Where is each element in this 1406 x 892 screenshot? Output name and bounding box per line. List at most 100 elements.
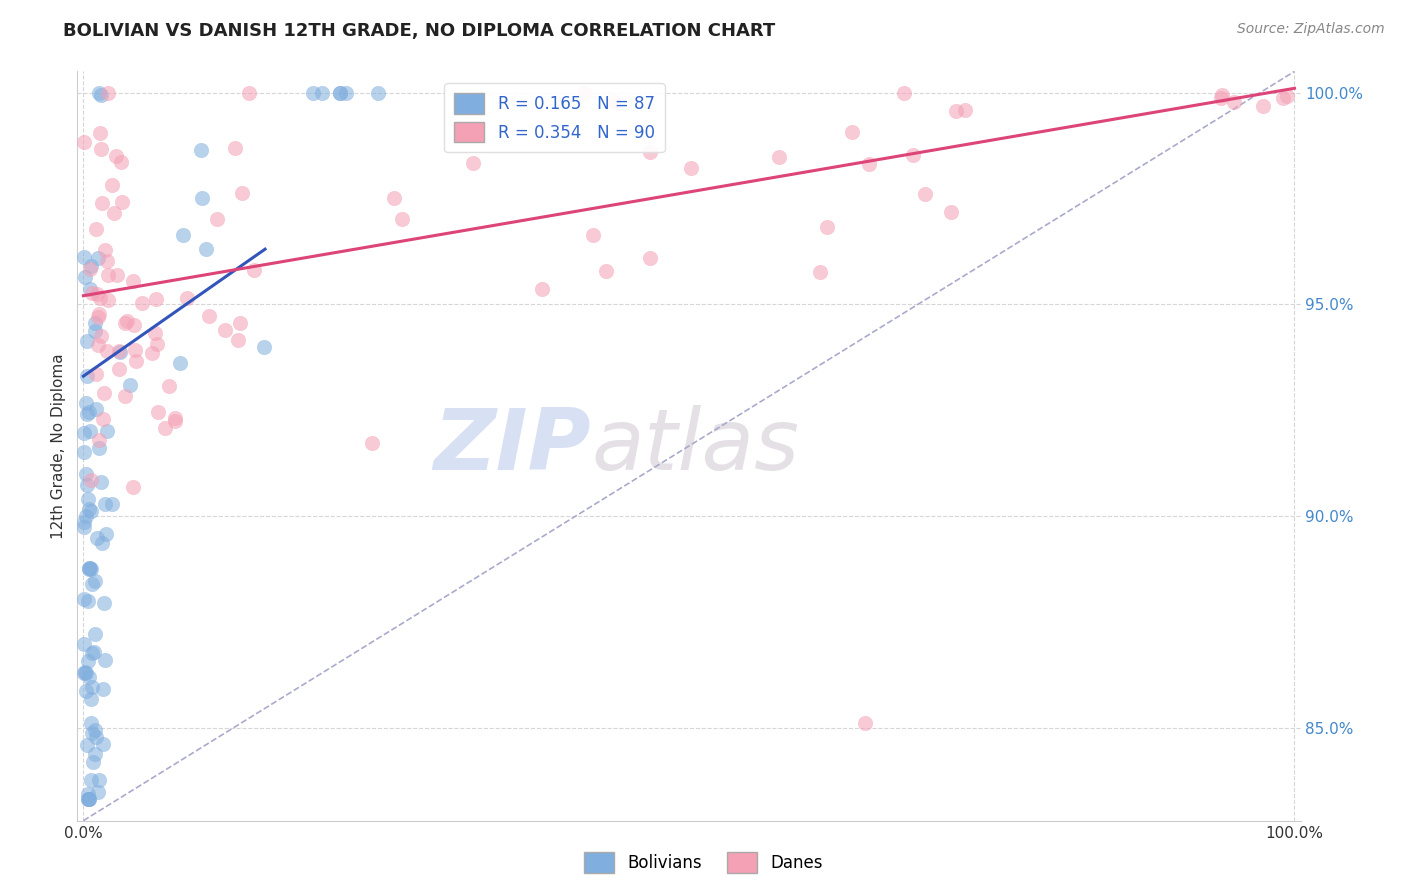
Point	[76, 738, 98, 752]
Point	[1211, 87, 1233, 102]
Point	[77, 792, 100, 806]
Point	[110, 345, 132, 359]
Point	[190, 143, 212, 157]
Point	[93, 596, 115, 610]
Point	[841, 125, 863, 139]
Point	[83, 317, 105, 331]
Point	[73, 269, 96, 284]
Point	[243, 263, 266, 277]
Point	[195, 242, 218, 256]
Point	[83, 645, 105, 659]
Point	[87, 251, 110, 265]
Point	[76, 594, 98, 608]
Point	[391, 212, 413, 227]
Point	[111, 194, 134, 209]
Point	[572, 86, 595, 100]
Point	[108, 343, 131, 358]
Point	[153, 421, 176, 435]
Point	[80, 691, 103, 706]
Point	[87, 784, 110, 798]
Point	[87, 310, 110, 324]
Point	[84, 730, 107, 744]
Point	[84, 747, 107, 761]
Point	[91, 195, 114, 210]
Point	[531, 282, 554, 296]
Point	[73, 135, 96, 149]
Point	[84, 367, 107, 381]
Point	[105, 149, 128, 163]
Point	[238, 86, 260, 100]
Point	[1209, 91, 1232, 105]
Point	[84, 324, 107, 338]
Point	[146, 405, 169, 419]
Point	[84, 402, 107, 417]
Point	[163, 411, 186, 425]
Point	[231, 186, 253, 200]
Point	[90, 329, 112, 343]
Point	[582, 228, 605, 243]
Point	[101, 497, 124, 511]
Point	[82, 755, 104, 769]
Point	[80, 474, 103, 488]
Point	[87, 433, 110, 447]
Point	[638, 251, 661, 265]
Text: ZIP: ZIP	[433, 404, 591, 488]
Point	[97, 268, 120, 282]
Point	[302, 86, 325, 100]
Point	[681, 161, 703, 176]
Point	[87, 307, 110, 321]
Point	[157, 379, 180, 393]
Point	[165, 414, 187, 428]
Point	[172, 228, 194, 243]
Point	[131, 296, 153, 310]
Point	[945, 103, 967, 118]
Point	[101, 178, 124, 193]
Point	[1223, 95, 1246, 109]
Point	[73, 665, 96, 679]
Point	[146, 336, 169, 351]
Point	[84, 723, 107, 737]
Point	[75, 666, 97, 681]
Point	[124, 343, 146, 357]
Point	[169, 356, 191, 370]
Point	[86, 287, 108, 301]
Point	[91, 411, 114, 425]
Point	[76, 788, 98, 802]
Point	[79, 405, 101, 419]
Point	[115, 314, 138, 328]
Point	[382, 191, 405, 205]
Point	[176, 291, 198, 305]
Point	[73, 520, 96, 534]
Point	[82, 726, 104, 740]
Point	[86, 531, 108, 545]
Point	[79, 424, 101, 438]
Point	[79, 773, 101, 788]
Point	[96, 254, 118, 268]
Point	[120, 377, 142, 392]
Point	[122, 480, 145, 494]
Point	[76, 368, 98, 383]
Point	[72, 637, 94, 651]
Point	[329, 86, 352, 100]
Point	[79, 282, 101, 296]
Point	[96, 424, 118, 438]
Point	[141, 345, 163, 359]
Point	[198, 310, 221, 324]
Text: atlas: atlas	[591, 404, 799, 488]
Point	[367, 86, 389, 100]
Point	[114, 389, 136, 403]
Point	[1253, 99, 1275, 113]
Point	[91, 681, 114, 696]
Point	[121, 274, 143, 288]
Point	[90, 475, 112, 490]
Point	[75, 396, 97, 410]
Point	[1272, 91, 1295, 105]
Point	[77, 560, 100, 574]
Point	[76, 407, 98, 421]
Point	[89, 291, 111, 305]
Point	[853, 716, 876, 731]
Point	[80, 503, 103, 517]
Text: Source: ZipAtlas.com: Source: ZipAtlas.com	[1237, 22, 1385, 37]
Y-axis label: 12th Grade, No Diploma: 12th Grade, No Diploma	[51, 353, 66, 539]
Point	[77, 792, 100, 806]
